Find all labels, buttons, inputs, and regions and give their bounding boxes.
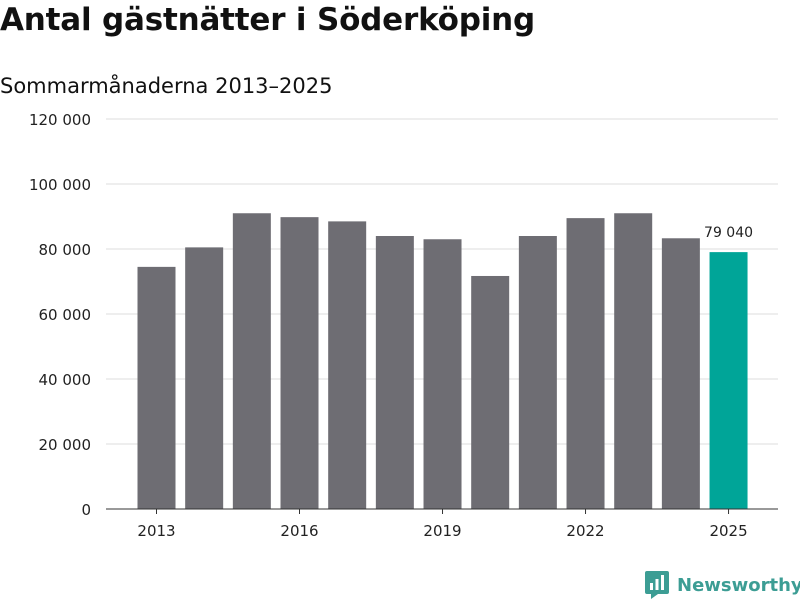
bar-2017 [328,221,367,509]
bar-2025 [709,252,748,509]
brand-logo: Newsworthy [644,570,800,600]
data-label: 79 040 [704,225,753,241]
chart-title: Antal gästnätter i Söderköping [0,2,536,38]
bar-2024 [661,238,700,509]
bar-2014 [185,247,224,509]
bar-2015 [232,213,271,509]
brand-name: Newsworthy [677,574,800,596]
x-tick-label: 2019 [423,522,461,540]
newsworthy-logo-icon [645,571,669,599]
y-tick-label: 20 000 [39,436,92,454]
bar-2023 [614,213,653,509]
bar-2021 [518,236,557,509]
x-tick-label: 2013 [137,522,175,540]
bar-2020 [471,275,510,509]
bar-2016 [280,217,319,509]
bar-2018 [375,236,414,509]
y-tick-label: 80 000 [39,241,92,259]
bar-2019 [423,239,462,509]
y-tick-label: 0 [81,501,91,519]
x-tick-label: 2016 [280,522,318,540]
y-tick-label: 120 000 [29,111,91,129]
y-tick-label: 40 000 [39,371,92,389]
x-tick-label: 2025 [709,522,747,540]
chart-subtitle: Sommarmånaderna 2013–2025 [0,74,333,98]
bar-2013 [137,266,176,509]
bar-2022 [566,218,605,509]
y-tick-label: 100 000 [29,176,91,194]
y-tick-label: 60 000 [39,306,92,324]
x-tick-label: 2022 [566,522,604,540]
